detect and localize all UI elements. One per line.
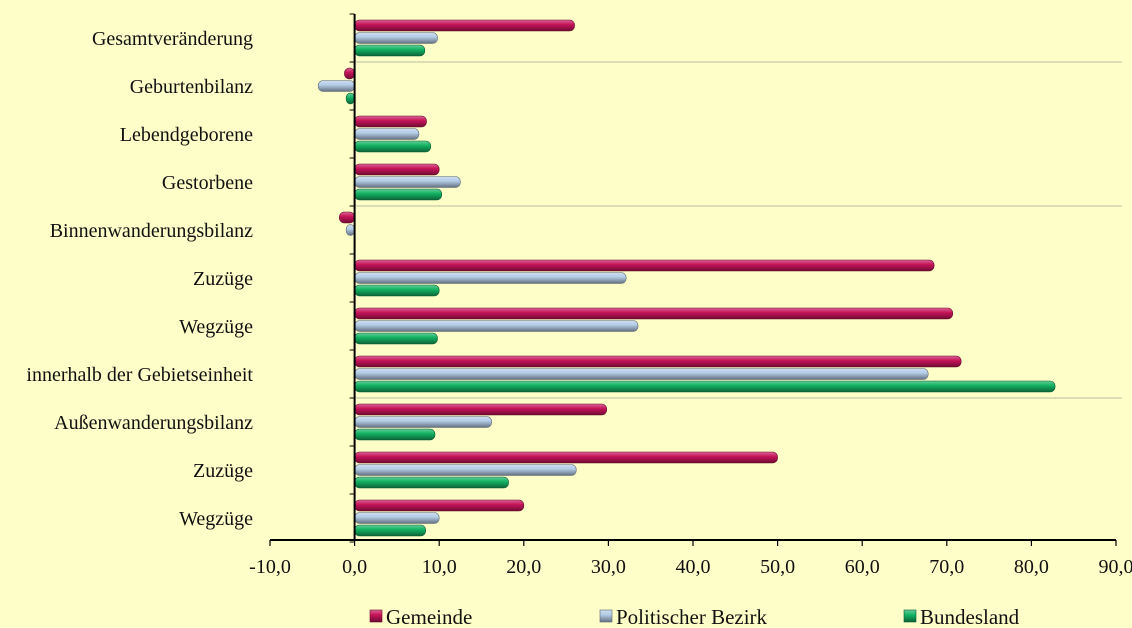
bar-bundesland (354, 140, 432, 153)
bar-politischer-bezirk (354, 176, 461, 188)
bar-politischer-bezirk (354, 368, 929, 380)
bar-politischer-bezirk (354, 32, 438, 44)
bar-bundesland (354, 284, 440, 297)
category-label: Geburtenbilanz (130, 76, 253, 98)
x-tick-label: 60,0 (845, 556, 880, 578)
x-tick-label: 50,0 (760, 556, 795, 578)
bars-layer (317, 19, 1056, 537)
bar-gemeinde (354, 403, 608, 416)
bar-gemeinde (344, 67, 355, 80)
bar-gemeinde (354, 307, 954, 320)
bar-politischer-bezirk (345, 224, 355, 236)
bar-bundesland (354, 44, 426, 57)
bar-politischer-bezirk (354, 416, 492, 428)
x-tick-label: 0,0 (342, 556, 367, 578)
category-label: Gestorbene (162, 172, 253, 194)
bar-gemeinde (354, 499, 525, 512)
legend-label: Politischer Bezirk (616, 605, 768, 628)
bar-gemeinde (354, 355, 962, 368)
bar-politischer-bezirk (354, 272, 627, 284)
x-tick-label: 90,0 (1099, 556, 1132, 578)
legend-swatch (903, 609, 917, 623)
bar-gemeinde (354, 259, 935, 272)
category-label: Lebendgeborene (120, 124, 253, 146)
legend-swatch (599, 609, 613, 623)
bar-bundesland (354, 188, 443, 201)
bar-gemeinde (339, 211, 355, 224)
bar-gemeinde (354, 451, 778, 464)
bar-politischer-bezirk (354, 128, 420, 140)
bar-politischer-bezirk (354, 464, 577, 476)
category-label: innerhalb der Gebietseinheit (26, 364, 253, 386)
x-tick-label: 80,0 (1014, 556, 1049, 578)
bar-gemeinde (354, 19, 575, 32)
category-label: Zuzüge (193, 460, 253, 482)
category-labels: Gesamtveränderung Geburtenbilanz Lebendgeb… (26, 28, 253, 530)
legend: Gemeinde Politischer Bezirk Bundesland (369, 605, 1020, 628)
category-label: Wegzüge (179, 316, 253, 338)
category-label: Zuzüge (193, 268, 253, 290)
bar-gemeinde (354, 163, 440, 176)
bar-bundesland (345, 92, 355, 105)
bar-politischer-bezirk (354, 512, 440, 524)
x-axis-ticks: -10,0 0,0 10,0 20,0 30,0 40,0 50,0 60,0 70,0 80,0… (249, 540, 1132, 578)
x-tick-label: 10,0 (422, 556, 457, 578)
bar-bundesland (354, 428, 436, 441)
x-tick-label: 30,0 (591, 556, 626, 578)
bar-politischer-bezirk (354, 320, 639, 332)
legend-label: Bundesland (920, 605, 1020, 628)
bar-bundesland (354, 380, 1056, 393)
category-label: Wegzüge (179, 508, 253, 530)
bar-bundesland (354, 524, 426, 537)
legend-swatch (369, 609, 383, 623)
legend-label: Gemeinde (386, 605, 472, 628)
category-label: Gesamtveränderung (92, 28, 253, 50)
category-label: Binnenwanderungsbilanz (50, 220, 253, 242)
bar-bundesland (354, 476, 509, 489)
bar-politischer-bezirk (317, 80, 355, 92)
x-tick-label: 40,0 (676, 556, 711, 578)
x-tick-label: 20,0 (506, 556, 541, 578)
category-label: Außenwanderungsbilanz (54, 412, 253, 434)
bar-gemeinde (354, 115, 427, 128)
bar-bundesland (354, 332, 438, 345)
x-tick-label: -10,0 (249, 556, 291, 578)
x-tick-label: 70,0 (929, 556, 964, 578)
group-separators (354, 61, 1122, 399)
